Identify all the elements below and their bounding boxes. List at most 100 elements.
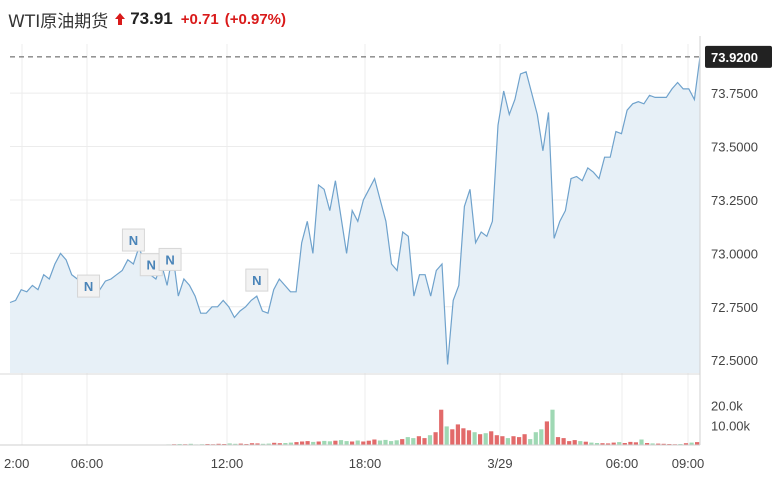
volume-bar: [511, 436, 516, 445]
volume-bar: [539, 429, 544, 445]
volume-bar: [583, 441, 588, 445]
volume-bar: [338, 440, 344, 445]
news-marker-bg[interactable]: [77, 274, 101, 298]
volume-bar: [544, 421, 549, 445]
volume-bar: [344, 441, 349, 445]
volume-bar: [617, 442, 622, 445]
volume-bar: [611, 442, 616, 445]
volume-bar: [450, 429, 455, 445]
volume-bar: [695, 442, 700, 445]
volume-bar: [533, 432, 538, 445]
volume-bar: [550, 409, 555, 445]
volume-tick-label: 10.00k: [711, 418, 751, 433]
price-tick-label: 72.7500: [711, 300, 758, 315]
volume-bar: [461, 428, 466, 445]
volume-bar: [478, 434, 483, 445]
volume-bar: [400, 439, 405, 445]
news-marker-label[interactable]: N: [147, 258, 156, 273]
volume-bar: [305, 441, 310, 445]
volume-bar: [333, 440, 338, 445]
volume-bar: [272, 442, 277, 445]
volume-bar: [322, 440, 327, 445]
time-tick-label: 18:00: [349, 456, 382, 471]
time-axis: 2:00 06:00 12:00 18:00 3/29 06:00 09:00: [4, 456, 704, 471]
volume-bar: [355, 440, 360, 445]
volume-bar: [311, 441, 316, 445]
volume-bar: [517, 437, 522, 445]
news-marker-label[interactable]: N: [252, 273, 261, 288]
volume-bar: [633, 442, 638, 445]
news-marker[interactable]: N: [121, 228, 145, 252]
volume-bar: [327, 441, 332, 445]
volume-bar: [489, 431, 494, 445]
volume-bars: [0, 409, 700, 446]
volume-bar: [628, 441, 633, 445]
price-tick-label: 72.5000: [711, 353, 758, 368]
time-tick-label: 12:00: [211, 456, 244, 471]
time-tick-label: 06:00: [71, 456, 104, 471]
volume-bar: [389, 441, 394, 445]
last-price-label-text: 73.9200: [711, 50, 758, 65]
volume-bar: [294, 442, 299, 445]
volume-bar: [238, 443, 243, 445]
price-tick-label: 73.0000: [711, 246, 758, 261]
volume-bar: [316, 441, 321, 445]
news-marker[interactable]: N: [77, 274, 101, 298]
news-marker[interactable]: N: [245, 268, 269, 292]
news-marker-bg[interactable]: [158, 247, 182, 271]
volume-bar: [500, 436, 505, 445]
volume-bar: [622, 443, 627, 445]
volume-bar: [277, 443, 282, 445]
volume-bar: [249, 443, 255, 445]
volume-bar: [589, 442, 594, 445]
volume-bar: [288, 442, 293, 445]
volume-tick-label: 20.0k: [711, 399, 743, 414]
price-tick-label: 73.2500: [711, 193, 758, 208]
price-tick-label: 73.7500: [711, 86, 758, 101]
volume-bar: [427, 435, 433, 445]
news-marker-label[interactable]: N: [129, 233, 138, 248]
volume-axis: 20.0k 10.00k: [711, 399, 751, 434]
volume-bar: [300, 441, 305, 445]
volume-bar: [522, 434, 527, 445]
volume-bar: [405, 437, 410, 445]
volume-bar: [227, 443, 232, 445]
news-marker-label[interactable]: N: [84, 279, 93, 294]
volume-bar: [266, 443, 271, 445]
price-change: +0.71: [180, 10, 219, 28]
volume-bar: [416, 436, 421, 445]
volume-bar: [472, 432, 477, 445]
volume-bar: [439, 409, 444, 445]
news-marker[interactable]: N: [158, 247, 182, 271]
volume-bar: [656, 443, 661, 445]
volume-bar: [455, 424, 460, 445]
news-marker-bg[interactable]: [121, 228, 145, 252]
volume-bar: [366, 440, 371, 445]
news-marker-bg[interactable]: [245, 268, 269, 292]
volume-bar: [444, 426, 449, 445]
last-price-label: 73.9200: [705, 45, 772, 68]
time-tick-label: 3/29: [487, 456, 512, 471]
news-marker-label[interactable]: N: [165, 252, 174, 267]
volume-bar: [689, 442, 694, 445]
volume-bar: [433, 432, 438, 445]
volume-bar: [645, 443, 650, 445]
last-price: 73.91: [130, 9, 173, 28]
time-tick-label: 09:00: [672, 456, 705, 471]
volume-bar: [394, 440, 399, 445]
volume-bar: [377, 440, 383, 445]
volume-bar: [372, 439, 377, 445]
volume-bar: [466, 430, 472, 445]
volume-bar: [600, 443, 605, 445]
volume-bar: [561, 438, 566, 445]
volume-bar: [505, 438, 510, 445]
volume-bar: [639, 439, 644, 445]
volume-bar: [261, 443, 266, 445]
volume-bar: [528, 439, 533, 445]
news-markers[interactable]: NNN NN: [77, 228, 269, 298]
volume-bar: [483, 433, 488, 445]
volume-bar: [606, 443, 611, 445]
price-change-percent: (+0.97%): [224, 10, 287, 28]
volume-bar: [650, 443, 655, 445]
